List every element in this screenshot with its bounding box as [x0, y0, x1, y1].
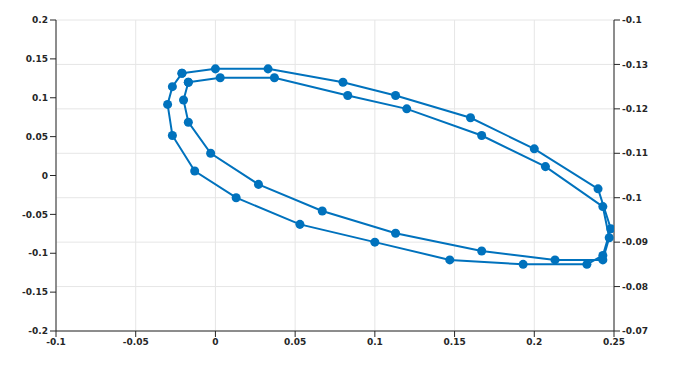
- svg-text:-0.1: -0.1: [622, 15, 642, 25]
- svg-text:-0.1: -0.1: [46, 337, 66, 347]
- svg-text:-0.07: -0.07: [622, 326, 648, 336]
- svg-text:0.15: 0.15: [26, 54, 48, 64]
- svg-text:-0.12: -0.12: [622, 104, 648, 114]
- svg-text:-0.11: -0.11: [622, 148, 648, 158]
- svg-text:0.25: 0.25: [603, 337, 625, 347]
- svg-text:0.15: 0.15: [443, 337, 465, 347]
- svg-text:0.2: 0.2: [526, 337, 542, 347]
- svg-text:-0.13: -0.13: [622, 60, 648, 70]
- svg-text:-0.1: -0.1: [622, 193, 642, 203]
- svg-text:0: 0: [212, 337, 218, 347]
- svg-text:0.05: 0.05: [26, 132, 48, 142]
- svg-text:-0.2: -0.2: [28, 326, 48, 336]
- svg-text:0.05: 0.05: [284, 337, 306, 347]
- svg-text:-0.15: -0.15: [22, 287, 48, 297]
- svg-text:-0.08: -0.08: [622, 282, 648, 292]
- svg-text:-0.09: -0.09: [622, 237, 648, 247]
- svg-text:0.1: 0.1: [32, 93, 48, 103]
- svg-text:-0.05: -0.05: [123, 337, 149, 347]
- svg-text:0.1: 0.1: [367, 337, 383, 347]
- svg-text:0.2: 0.2: [32, 15, 48, 25]
- svg-text:-0.05: -0.05: [22, 210, 48, 220]
- svg-text:0: 0: [42, 171, 48, 181]
- svg-text:-0.1: -0.1: [28, 248, 48, 258]
